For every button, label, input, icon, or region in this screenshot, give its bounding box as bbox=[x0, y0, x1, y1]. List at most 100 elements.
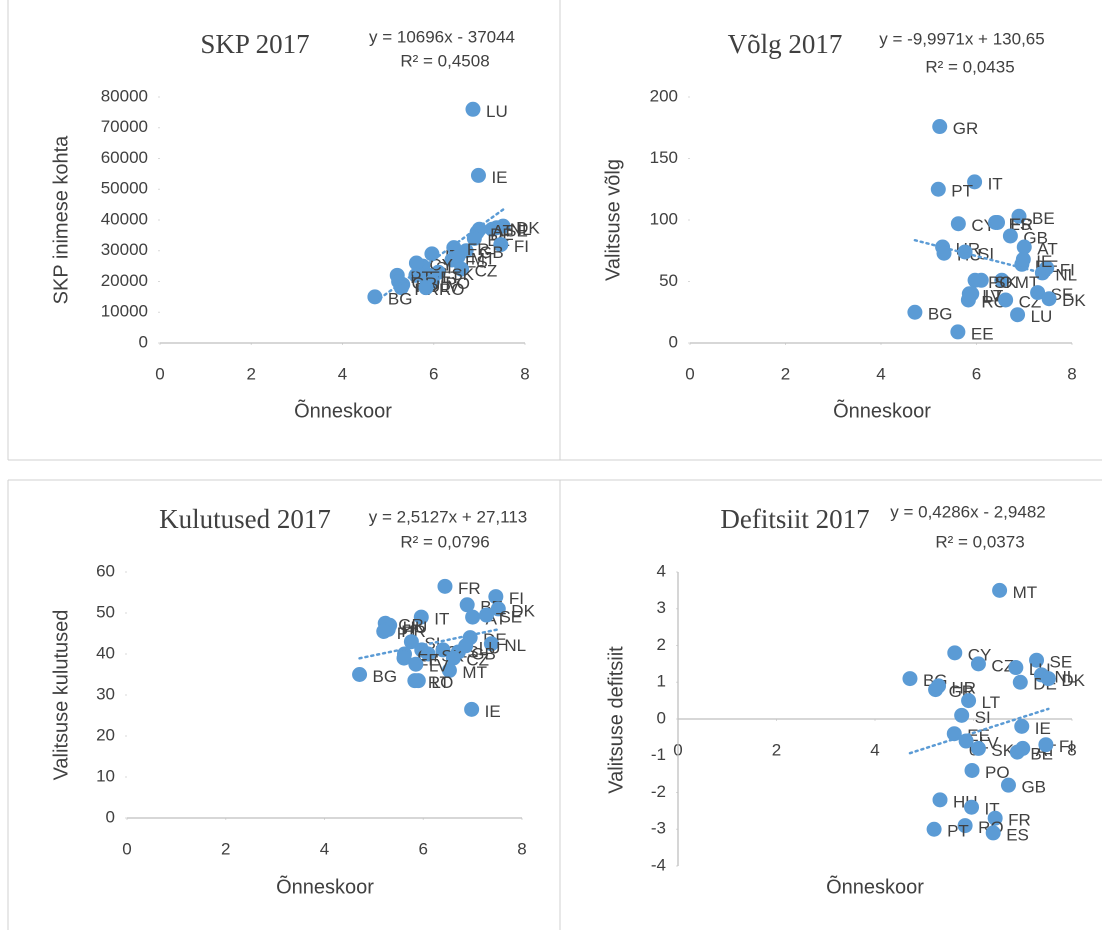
data-point bbox=[994, 272, 1010, 288]
point-label: FI bbox=[1060, 260, 1075, 279]
point-label: IE bbox=[1035, 719, 1051, 738]
data-point bbox=[466, 230, 482, 246]
trendline bbox=[913, 238, 1051, 277]
point-label: SK bbox=[451, 265, 474, 284]
data-point bbox=[936, 245, 952, 261]
y-tick-label: 50 bbox=[659, 271, 678, 290]
data-point bbox=[393, 280, 409, 296]
y-tick-label: 4 bbox=[657, 561, 666, 580]
y-tick-label: 100 bbox=[650, 209, 678, 228]
data-point bbox=[367, 289, 383, 305]
data-point bbox=[1030, 285, 1046, 301]
data-point bbox=[967, 174, 983, 190]
data-point bbox=[1014, 718, 1030, 734]
data-point bbox=[930, 181, 946, 197]
point-label: LV bbox=[982, 286, 1002, 305]
x-axis-title: Õnneskoor bbox=[833, 398, 931, 422]
data-point bbox=[1015, 251, 1031, 267]
point-label: IE bbox=[491, 168, 507, 187]
trendline-equation: y = 10696x - 37044 bbox=[369, 27, 515, 46]
y-axis-title: SKP inimese kohta bbox=[50, 135, 72, 304]
y-tick-label: -4 bbox=[651, 855, 666, 874]
point-label: LU bbox=[479, 638, 501, 657]
chart-title: Kulutused 2017 bbox=[159, 504, 331, 534]
data-point bbox=[1015, 740, 1031, 756]
point-label: NL bbox=[1054, 667, 1076, 686]
data-point bbox=[352, 667, 368, 682]
point-label: DK bbox=[1061, 671, 1085, 690]
y-axis-title: Valitsuse defitsiit bbox=[605, 646, 627, 794]
data-point bbox=[932, 119, 948, 135]
point-label: ES bbox=[465, 252, 488, 271]
point-label: MT bbox=[1013, 583, 1038, 602]
data-point bbox=[450, 249, 466, 265]
data-point bbox=[403, 634, 419, 650]
point-label: RO bbox=[428, 673, 454, 692]
point-label: LU bbox=[486, 102, 508, 121]
point-label: GB bbox=[471, 644, 496, 663]
point-label: LT bbox=[442, 268, 461, 287]
y-tick-label: -2 bbox=[651, 782, 666, 801]
point-label: BG bbox=[373, 667, 398, 686]
y-tick-label: 50000 bbox=[101, 179, 148, 198]
data-point bbox=[396, 650, 412, 666]
trendline-equation: y = 2,5127x + 27,113 bbox=[369, 507, 527, 526]
data-point bbox=[464, 701, 480, 717]
point-label: NL bbox=[504, 636, 526, 655]
x-tick-label: 4 bbox=[870, 740, 879, 759]
x-tick-label: 4 bbox=[338, 364, 347, 383]
trendline bbox=[358, 628, 500, 660]
data-point bbox=[445, 650, 461, 666]
point-label: BE bbox=[1032, 209, 1055, 228]
y-tick-label: 20 bbox=[96, 725, 115, 744]
data-point bbox=[437, 578, 453, 594]
data-point bbox=[454, 261, 470, 277]
x-tick-label: 0 bbox=[122, 839, 131, 858]
y-axis-title: Valitsuse võlg bbox=[602, 159, 624, 281]
point-label: CY bbox=[429, 256, 453, 275]
y-tick-label: 30000 bbox=[101, 240, 148, 259]
point-label: CZ bbox=[466, 651, 489, 670]
point-label: SE bbox=[505, 222, 528, 241]
point-label: BG bbox=[388, 289, 413, 308]
point-label: IT bbox=[434, 610, 449, 629]
point-label: AT bbox=[492, 222, 512, 241]
trendline-equation: y = -9,9971x + 130,65 bbox=[879, 29, 1044, 48]
point-label: LT bbox=[982, 693, 1001, 712]
point-label: FR bbox=[1011, 215, 1034, 234]
point-label: IE bbox=[485, 702, 501, 721]
trendline-equation: y = 0,4286x - 2,9482 bbox=[890, 502, 1045, 521]
data-point bbox=[413, 609, 429, 625]
x-tick-label: 6 bbox=[419, 839, 428, 858]
data-point bbox=[950, 324, 966, 340]
y-tick-label: -1 bbox=[651, 745, 666, 764]
y-tick-label: 0 bbox=[657, 708, 666, 727]
data-point bbox=[1040, 671, 1056, 687]
data-point bbox=[424, 246, 440, 262]
y-tick-label: 60000 bbox=[101, 148, 148, 167]
point-label: IE bbox=[1036, 252, 1052, 271]
data-point bbox=[954, 707, 970, 723]
point-label: DK bbox=[516, 219, 540, 238]
data-point bbox=[973, 272, 989, 288]
point-label: GB bbox=[479, 243, 504, 262]
data-point bbox=[932, 792, 948, 808]
point-label: FR bbox=[458, 579, 481, 598]
data-point bbox=[985, 825, 1001, 841]
point-label: LV bbox=[429, 657, 449, 676]
y-tick-label: 10000 bbox=[101, 302, 148, 321]
chart-title: Defitsiit 2017 bbox=[720, 504, 869, 534]
data-point bbox=[1002, 228, 1018, 244]
y-tick-label: 0 bbox=[106, 807, 115, 826]
point-label: IT bbox=[988, 174, 1003, 193]
x-tick-label: 2 bbox=[247, 364, 256, 383]
y-tick-label: 80000 bbox=[101, 86, 148, 105]
x-tick-label: 8 bbox=[520, 364, 529, 383]
point-label: CZ bbox=[991, 656, 1014, 675]
data-point bbox=[970, 656, 986, 672]
point-label: FR bbox=[467, 240, 490, 259]
data-point bbox=[990, 214, 1006, 230]
point-label: FI bbox=[514, 237, 529, 256]
